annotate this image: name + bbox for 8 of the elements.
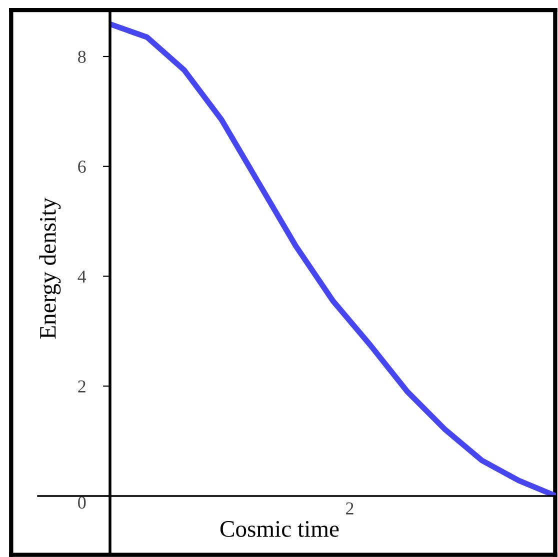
y-tick-label: 4 [78,270,86,283]
y-tick-label: 2 [78,380,86,392]
y-tick-label: 6 [78,160,86,173]
text: 2 [346,502,354,514]
y-tick-label: 8 [78,50,86,63]
y-axis-title: Energy density [39,198,61,339]
y-tick-label: 0 [78,496,86,509]
x-axis-title: Cosmic time [220,521,339,537]
